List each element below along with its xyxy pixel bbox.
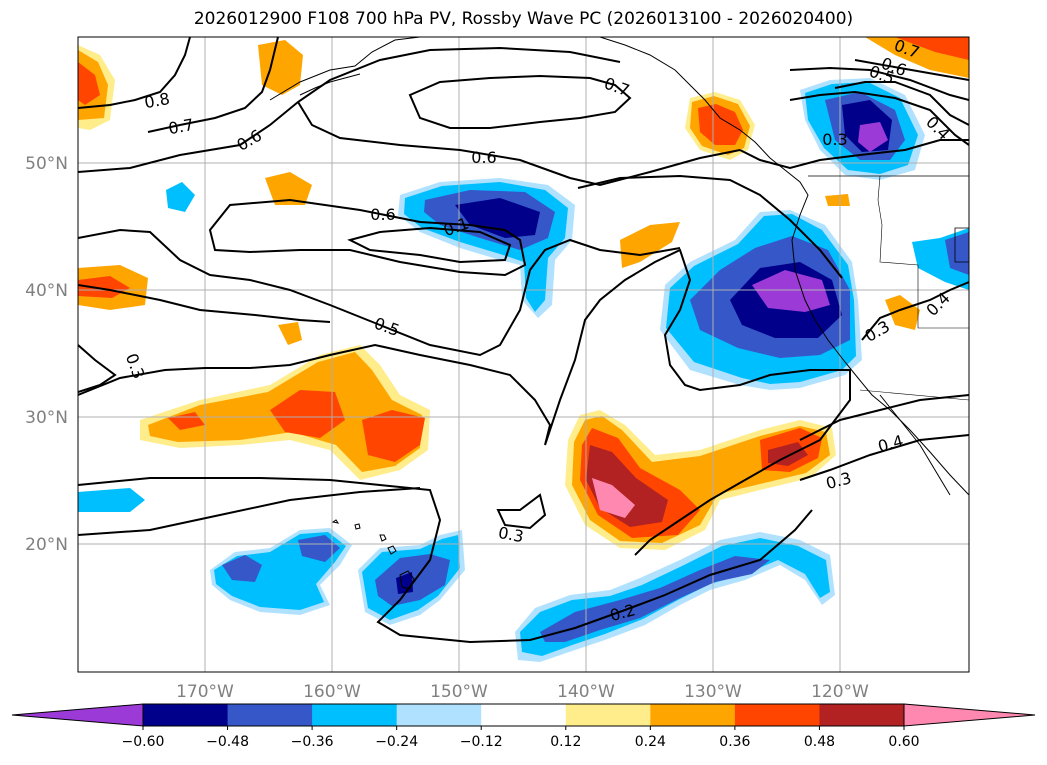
colorbar-tick-label: 0.48	[804, 734, 835, 750]
colorbar-tick-label: 0.36	[719, 734, 750, 750]
svg-text:50°N: 50°N	[25, 154, 68, 174]
colorbar-tick-label: −0.48	[206, 734, 249, 750]
colorbar-tick-label: −0.24	[375, 734, 418, 750]
colorbar-extend-high	[903, 703, 1036, 727]
svg-text:140°W: 140°W	[557, 682, 615, 702]
colorbar-segment	[481, 704, 567, 726]
colorbar-segment	[396, 704, 482, 726]
colorbar-segment	[650, 704, 736, 726]
svg-text:0.7: 0.7	[167, 115, 195, 138]
colorbar-segment	[312, 704, 398, 726]
svg-text:120°W: 120°W	[811, 682, 869, 702]
svg-text:20°N: 20°N	[25, 535, 68, 555]
colorbar-segment	[143, 704, 229, 726]
colorbar-segment	[227, 704, 313, 726]
gridlines	[78, 37, 969, 672]
svg-text:160°W: 160°W	[303, 682, 361, 702]
colorbar-segment	[734, 704, 820, 726]
latitude-labels: 50°N 40°N 30°N 20°N	[25, 154, 68, 555]
svg-text:150°W: 150°W	[430, 682, 488, 702]
pv-shading	[78, 37, 969, 662]
colorbar-tick-label: 0.12	[550, 734, 581, 750]
svg-text:0.3: 0.3	[822, 130, 847, 149]
colorbar-segment	[565, 704, 651, 726]
colorbar-frame	[142, 703, 905, 727]
colorbar-tick-label: −0.12	[460, 734, 503, 750]
alaska-coastline	[269, 37, 421, 101]
colorbar: −0.60 −0.48 −0.36 −0.24 −0.12 0.12 0.24 0.36 0.4…	[11, 703, 1036, 750]
coastlines	[269, 37, 969, 496]
svg-text:40°N: 40°N	[25, 281, 68, 301]
svg-text:130°W: 130°W	[684, 682, 742, 702]
longitude-labels: 170°W 160°W 150°W 140°W 130°W 120°W	[176, 682, 869, 702]
svg-text:170°W: 170°W	[176, 682, 234, 702]
colorbar-tick-label: 0.60	[888, 734, 919, 750]
pv-contours	[78, 37, 969, 644]
anomaly-positive-alaska-top	[258, 40, 303, 95]
colorbar-segment	[819, 704, 905, 726]
figure-title: 2026012900 F108 700 hPa PV, Rossby Wave …	[193, 9, 854, 29]
colorbar-extend-low	[11, 703, 144, 727]
svg-text:0.6: 0.6	[471, 148, 496, 167]
map-frame	[77, 36, 970, 673]
svg-text:0.3: 0.3	[497, 523, 525, 546]
svg-text:30°N: 30°N	[25, 408, 68, 428]
colorbar-tick-label: −0.36	[291, 734, 334, 750]
anomaly-positive-nw-small	[265, 172, 312, 205]
colorbar-tick-label: 0.24	[635, 734, 666, 750]
colorbar-tick-label: −0.60	[122, 734, 165, 750]
svg-text:0.6: 0.6	[370, 205, 395, 224]
svg-text:0.8: 0.8	[143, 89, 171, 112]
